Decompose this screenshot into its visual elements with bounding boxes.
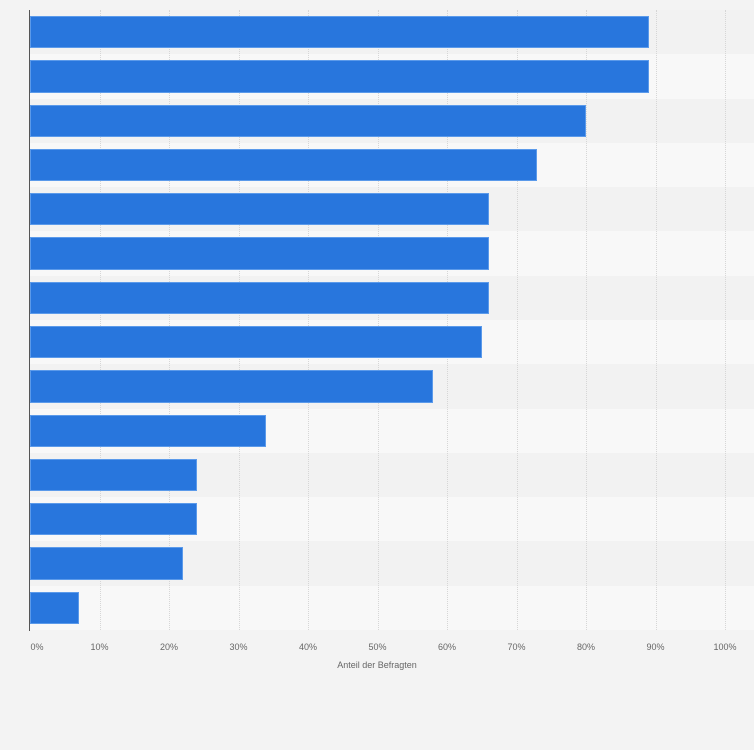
x-tick-label: 20% <box>159 642 179 652</box>
gridline <box>169 10 170 630</box>
gridline <box>725 10 726 630</box>
gridline <box>516 10 518 630</box>
gridline <box>99 10 101 630</box>
bar[interactable] <box>30 414 267 447</box>
bar[interactable] <box>30 458 197 492</box>
gridline <box>586 10 587 630</box>
x-tick-label: 90% <box>646 642 665 652</box>
x-tick-label: 40% <box>298 642 318 652</box>
x-axis-label: Anteil der Befragten <box>337 660 417 670</box>
bar[interactable] <box>30 60 649 93</box>
x-tick-label: 60% <box>437 642 457 652</box>
plot-area <box>30 10 754 630</box>
x-tick-label: 100% <box>713 642 737 652</box>
bar[interactable] <box>30 237 489 270</box>
gridline <box>238 10 240 630</box>
x-tick-label: 70% <box>507 642 526 652</box>
bar[interactable] <box>30 547 183 580</box>
gridline <box>655 10 657 630</box>
x-tick-label: 80% <box>576 642 596 652</box>
bar[interactable] <box>30 193 489 226</box>
bar[interactable] <box>30 16 649 49</box>
bar[interactable] <box>30 503 197 536</box>
gridline <box>377 10 379 630</box>
x-tick-label: 50% <box>368 642 387 652</box>
bar[interactable] <box>30 104 586 137</box>
row-band <box>30 585 754 630</box>
x-tick-label: 0% <box>30 642 44 652</box>
x-tick-label: 30% <box>229 642 248 652</box>
gridline <box>308 10 309 630</box>
x-tick-label: 10% <box>90 642 109 652</box>
y-axis-line <box>29 10 30 631</box>
bar[interactable] <box>30 591 79 624</box>
bar[interactable] <box>30 148 538 182</box>
gridline <box>447 10 448 630</box>
bar[interactable] <box>30 326 482 359</box>
bar[interactable] <box>30 370 434 403</box>
bar[interactable] <box>30 281 489 314</box>
